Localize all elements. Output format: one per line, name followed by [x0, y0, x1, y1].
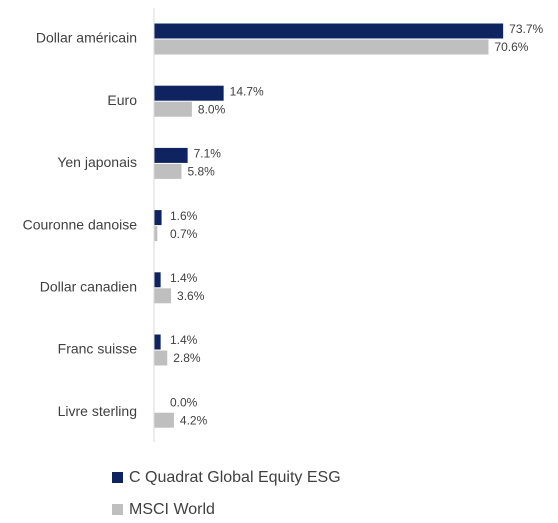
value-label: 70.6% [494, 40, 528, 54]
value-label: 5.8% [187, 165, 215, 179]
bar [154, 101, 192, 117]
bar [154, 23, 504, 39]
value-label: 1.6% [170, 209, 198, 223]
bar [154, 147, 188, 163]
bar [154, 39, 489, 55]
category-label: Yen japonais [57, 154, 137, 170]
bar [154, 163, 182, 179]
bar [154, 288, 172, 304]
value-label: 7.1% [194, 147, 222, 161]
category-label: Franc suisse [58, 341, 138, 357]
category-label: Couronne danoise [23, 216, 138, 232]
value-label: 2.8% [173, 351, 201, 365]
bar [154, 85, 224, 101]
category-label: Euro [107, 92, 137, 108]
value-label: 73.7% [509, 22, 543, 36]
value-label: 3.6% [177, 289, 205, 303]
category-label: Livre sterling [58, 403, 137, 419]
bar [154, 226, 158, 242]
legend-label: C Quadrat Global Equity ESG [129, 469, 341, 486]
category-label: Dollar américain [36, 30, 137, 46]
bar [154, 334, 161, 350]
value-label: 0.7% [170, 227, 198, 241]
value-label: 0.0% [170, 395, 198, 409]
value-label: 1.4% [170, 333, 198, 347]
category-label: Dollar canadien [40, 279, 137, 295]
value-label: 14.7% [230, 84, 264, 98]
value-label: 8.0% [198, 102, 226, 116]
legend-swatch [112, 504, 123, 515]
value-label: 4.2% [180, 413, 208, 427]
bar [154, 350, 168, 366]
value-label: 1.4% [170, 271, 198, 285]
bar [154, 412, 174, 428]
legend-swatch [112, 472, 123, 483]
bar [154, 210, 162, 226]
bar [154, 272, 161, 288]
legend-label: MSCI World [129, 501, 215, 518]
